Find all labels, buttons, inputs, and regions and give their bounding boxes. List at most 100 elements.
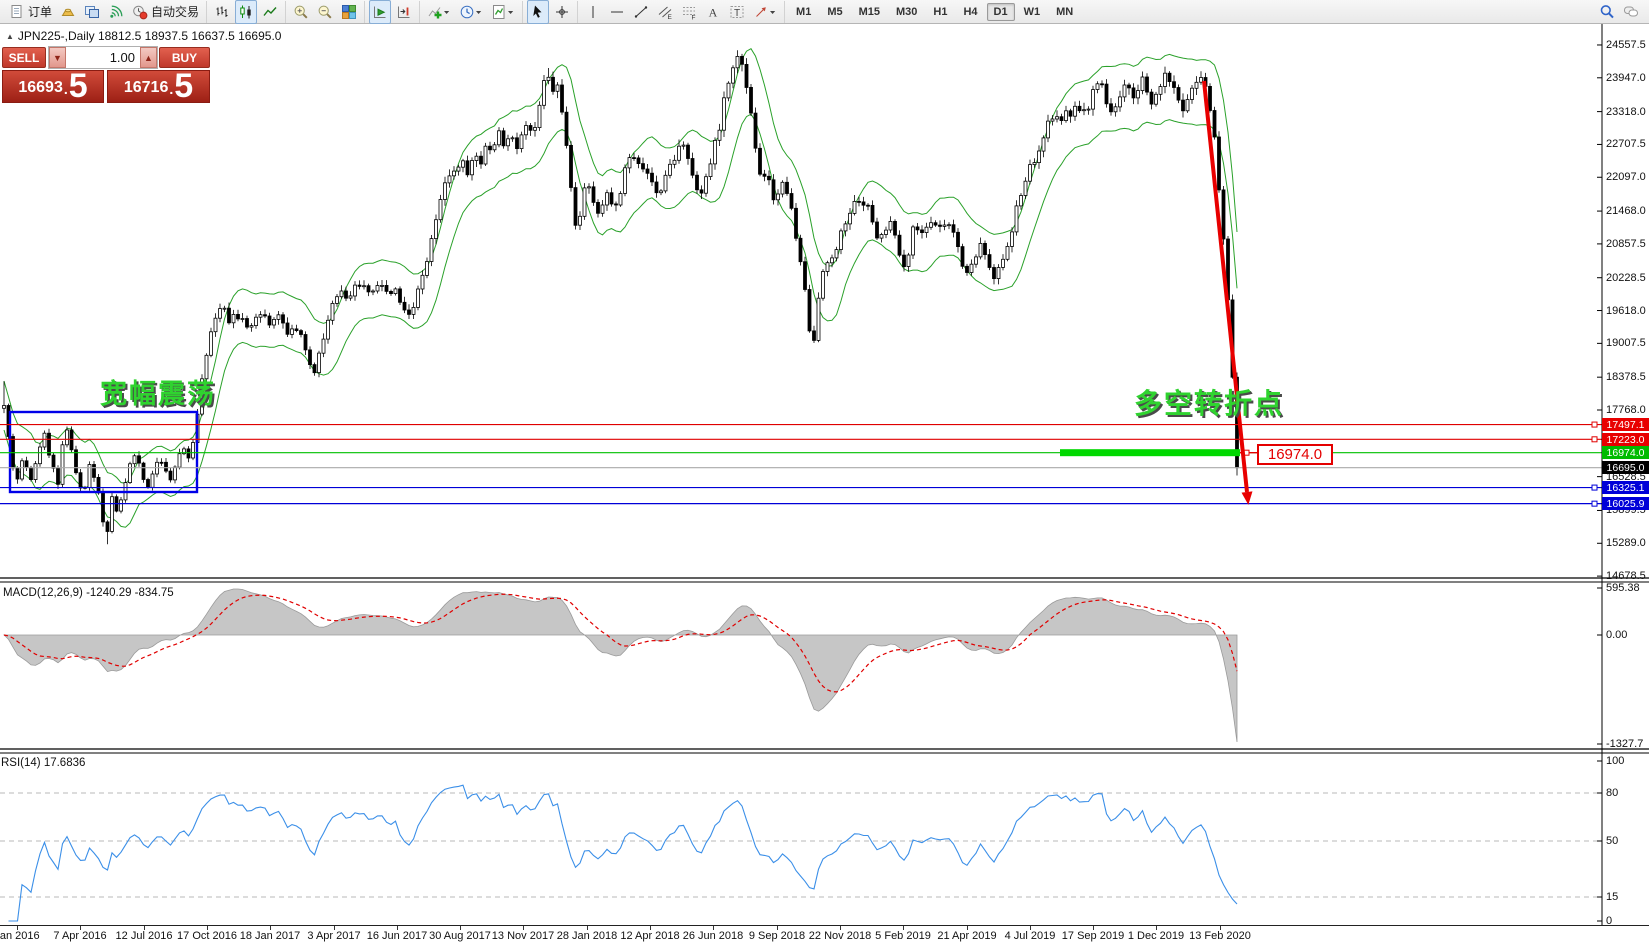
market-watch-button[interactable] (57, 0, 79, 24)
date-tick (270, 926, 271, 930)
text-label-button[interactable]: T (726, 0, 748, 24)
price-axis[interactable] (1602, 24, 1649, 925)
buy-price-panel[interactable]: 16716. 5 (107, 69, 210, 103)
timeframe-mn[interactable]: MN (1056, 5, 1074, 18)
price-level-tag: 17223.0 (1602, 433, 1649, 446)
chart-shift-button[interactable] (393, 0, 415, 24)
chevron-down-icon (507, 4, 515, 20)
consolidation-rectangle (8, 410, 199, 494)
toolbar-right (1595, 0, 1647, 24)
toolbar: 订单 自动交易 E F A T M1 M5 M15 M30 H1 H4 D1 W1 MN (0, 0, 1649, 24)
toolbar-group (285, 0, 364, 24)
crosshair-button[interactable] (551, 0, 573, 24)
date-tick (1156, 926, 1157, 930)
timeframe-group: M1 M5 M15 M30 H1 H4 D1 W1 MN (784, 0, 1084, 23)
chart-shift-icon (396, 4, 412, 20)
svg-text:T: T (734, 8, 740, 19)
date-label: 30 Aug 2017 (429, 930, 491, 942)
timeframe-m30[interactable]: M30 (896, 5, 918, 18)
one-click-trade-widget: SELL ▼ 1.00 ▲ BUY 16693. 5 16716. 5 (1, 44, 211, 104)
date-label: 12 Jul 2016 (115, 930, 173, 942)
fibonacci-button[interactable]: F (678, 0, 700, 24)
price-tick-label: 19007.5 (1606, 337, 1646, 349)
volume-increase-button[interactable]: ▲ (140, 47, 157, 68)
autotrade-button[interactable]: 自动交易 (129, 0, 202, 24)
periods-icon (459, 4, 475, 20)
templates-icon (491, 4, 507, 20)
vertical-line-icon (585, 4, 601, 20)
date-tick (587, 926, 588, 930)
line-chart-button[interactable] (259, 0, 281, 24)
volume-field[interactable]: 1.00 (109, 50, 135, 65)
chat-button[interactable] (1620, 0, 1642, 24)
macd-signal-line (3, 593, 1238, 693)
tile-windows-icon (341, 4, 357, 20)
line-chart-icon (262, 4, 278, 20)
timeframe-d1[interactable]: D1 (986, 2, 1015, 21)
date-tick (1093, 926, 1094, 930)
rsi-label: RSI(14) 17.6836 (1, 757, 86, 769)
annotation-wide-range-oscillation[interactable]: 宽幅震荡 (100, 379, 216, 409)
price-callout-16974[interactable]: 16974.0 (1257, 444, 1333, 465)
horizontal-line-button[interactable] (606, 0, 628, 24)
signals-button[interactable] (105, 0, 127, 24)
indicators-icon (427, 4, 443, 20)
channel-button[interactable]: E (654, 0, 676, 24)
buy-button[interactable]: BUY (159, 47, 210, 68)
price-tick-label: 24557.5 (1606, 39, 1646, 51)
toolbar-group (419, 0, 522, 24)
svg-text:F: F (692, 14, 696, 20)
svg-text:E: E (668, 14, 673, 20)
sell-price-int: 16693 (18, 79, 63, 96)
timeframe-h1[interactable]: H1 (933, 5, 948, 18)
templates-button[interactable] (488, 0, 518, 24)
date-label: 4 Jul 2019 (1004, 930, 1056, 942)
zoom-in-button[interactable] (290, 0, 312, 24)
date-label: Jan 2016 (0, 930, 40, 942)
timeframe-h4[interactable]: H4 (963, 5, 978, 18)
date-axis[interactable]: Jan 2016 7 Apr 2016 12 Jul 2016 17 Oct 2016… (0, 925, 1649, 947)
price-tick-label: 18378.5 (1606, 371, 1646, 383)
periods-button[interactable] (456, 0, 486, 24)
rsi-tick-label: 80 (1606, 787, 1619, 799)
date-label: 7 Apr 2016 (53, 930, 107, 942)
date-tick (1030, 926, 1031, 930)
sell-price-panel[interactable]: 16693. 5 (2, 69, 104, 103)
timeframe-m1[interactable]: M1 (796, 5, 812, 18)
search-button[interactable] (1596, 0, 1618, 24)
chevron-down-icon (769, 4, 777, 20)
annotation-bull-bear-turning-point[interactable]: 多空转折点 (1134, 388, 1285, 419)
buy-price-dot: . (169, 81, 174, 97)
autotrade-icon (132, 4, 148, 20)
date-label: 17 Oct 2016 (177, 930, 237, 942)
indicators-button[interactable] (424, 0, 454, 24)
zoom-out-button[interactable] (314, 0, 336, 24)
toolbar-group (364, 0, 419, 24)
tile-windows-button[interactable] (338, 0, 360, 24)
sell-button[interactable]: SELL (2, 47, 46, 68)
zoom-out-icon (317, 4, 333, 20)
candlestick-chart-button[interactable] (235, 0, 258, 24)
volume-decrease-button[interactable]: ▼ (49, 47, 66, 68)
profiles-button[interactable] (81, 0, 103, 24)
timeframe-w1[interactable]: W1 (1023, 5, 1041, 18)
new-order-button[interactable]: 订单 (6, 0, 55, 24)
timeframe-m15[interactable]: M15 (858, 5, 880, 18)
date-label: 13 Feb 2020 (1189, 930, 1251, 942)
timeframe-m5[interactable]: M5 (827, 5, 843, 18)
date-label: 28 Jan 2018 (556, 930, 618, 942)
vertical-line-button[interactable] (582, 0, 604, 24)
bar-chart-button[interactable] (211, 0, 233, 24)
date-label: 1 Dec 2019 (1127, 930, 1185, 942)
rsi-tick-label: 100 (1606, 755, 1625, 767)
trendline-button[interactable] (630, 0, 652, 24)
trend-arrow (1202, 80, 1253, 505)
auto-scroll-button[interactable] (369, 0, 392, 24)
profiles-icon (84, 4, 100, 20)
arrows-button[interactable] (750, 0, 780, 24)
cursor-icon (530, 4, 546, 20)
price-tick-label: 14678.5 (1606, 570, 1646, 582)
cursor-button[interactable] (527, 0, 550, 24)
text-button[interactable]: A (702, 0, 724, 24)
